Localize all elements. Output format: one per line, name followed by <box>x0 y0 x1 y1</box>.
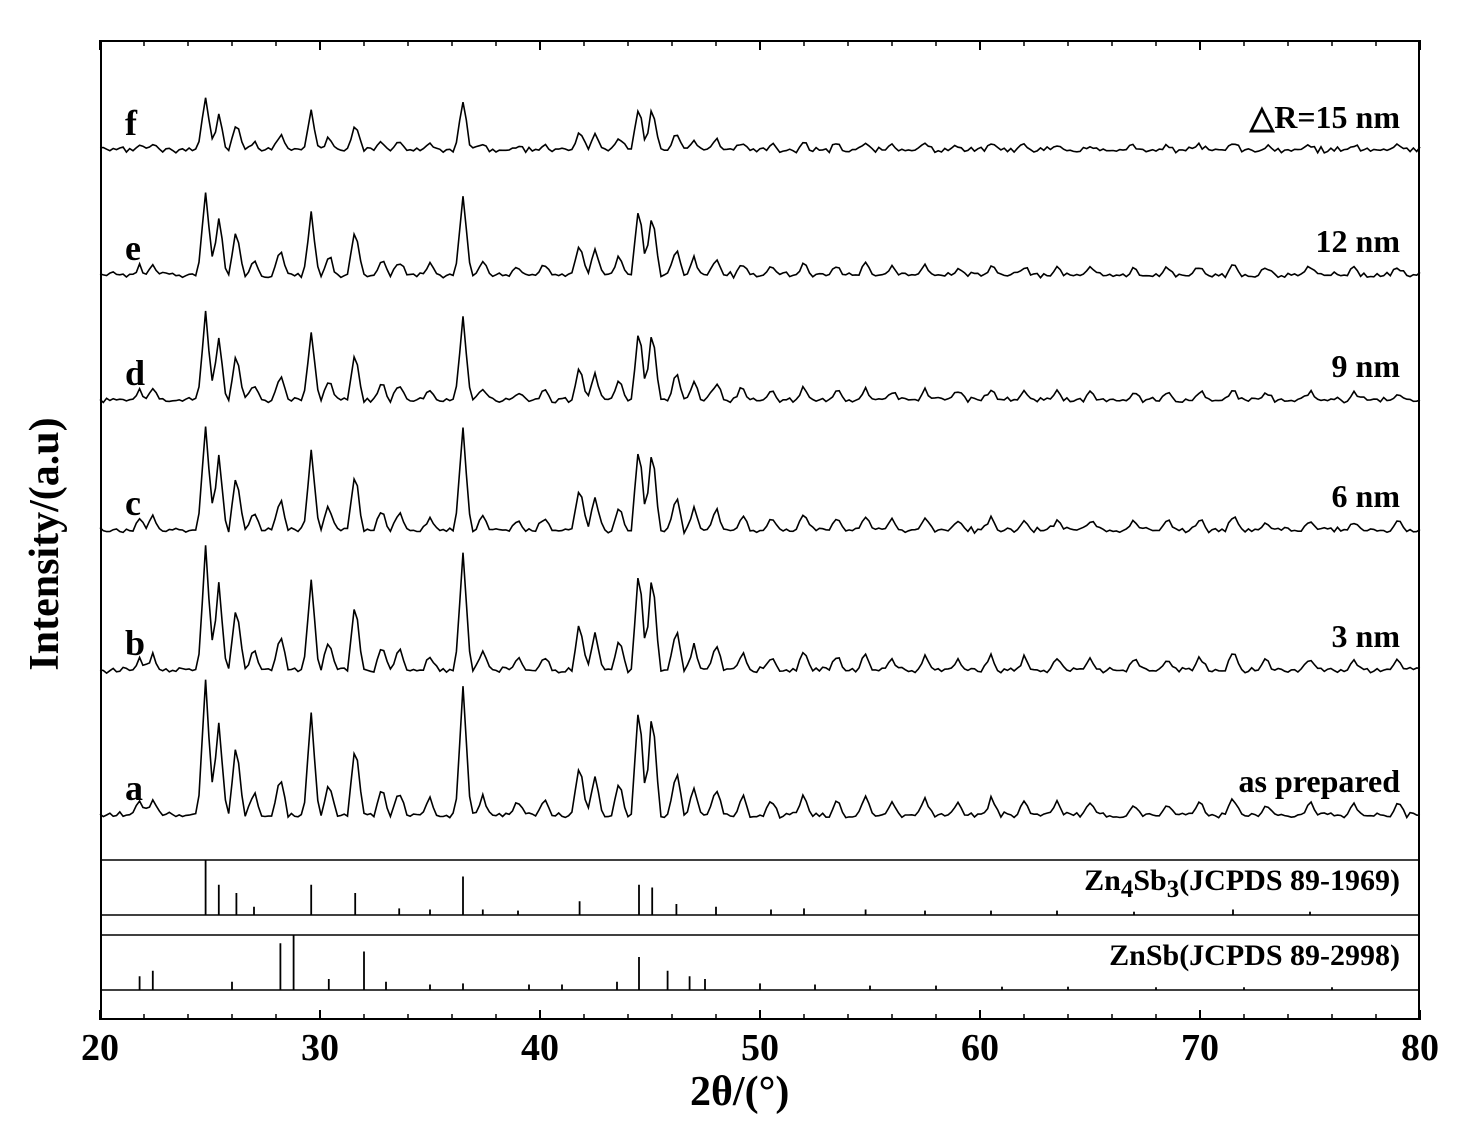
series-label-right-c: 6 nm <box>1332 478 1400 515</box>
series-label-right-e: 12 nm <box>1316 223 1400 260</box>
x-tick-label: 40 <box>521 1026 559 1070</box>
x-axis-label: 2θ/(°) <box>690 1068 789 1116</box>
x-tick-label: 20 <box>81 1026 119 1070</box>
series-label-right-b: 3 nm <box>1332 618 1400 655</box>
spectrum-c <box>100 427 1420 534</box>
series-label-left-a: a <box>125 767 143 809</box>
spectrum-e <box>100 193 1420 278</box>
series-label-left-e: e <box>125 227 141 269</box>
x-tick-label: 60 <box>961 1026 999 1070</box>
ref-label-1: ZnSb(JCPDS 89-2998) <box>1109 939 1400 973</box>
xrd-figure: Intensity/(a.u) 20 30 40 50 60 70 80 2θ/(°) f e… <box>0 0 1464 1123</box>
x-tick-label: 30 <box>301 1026 339 1070</box>
series-label-left-d: d <box>125 352 145 394</box>
ref-label-0: Zn4Sb3(JCPDS 89-1969) <box>1084 864 1400 904</box>
series-label-left-c: c <box>125 482 141 524</box>
y-axis-label: Intensity/(a.u) <box>21 394 69 694</box>
spectrum-a <box>100 680 1420 818</box>
spectrum-f <box>100 98 1420 153</box>
series-label-right-d: 9 nm <box>1332 348 1400 385</box>
series-label-right-a: as prepared <box>1239 763 1401 800</box>
series-label-right-f: △R=15 nm <box>1250 98 1400 136</box>
x-tick-label: 80 <box>1401 1026 1439 1070</box>
x-tick-label: 50 <box>741 1026 779 1070</box>
series-label-left-f: f <box>125 102 137 144</box>
spectrum-b <box>100 545 1420 673</box>
series-label-left-b: b <box>125 622 145 664</box>
x-tick-label: 70 <box>1181 1026 1219 1070</box>
spectrum-d <box>100 311 1420 403</box>
